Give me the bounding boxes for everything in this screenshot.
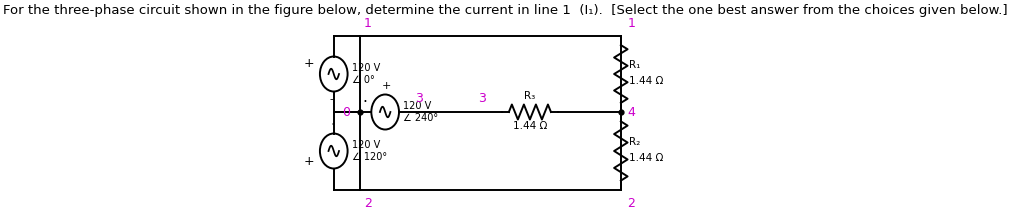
Text: 120 V: 120 V xyxy=(403,101,431,111)
Text: 120 V: 120 V xyxy=(351,140,380,150)
Text: +: + xyxy=(382,80,391,90)
Text: R₃: R₃ xyxy=(524,91,536,101)
Text: 2: 2 xyxy=(364,197,372,210)
Text: 120 V: 120 V xyxy=(351,63,380,73)
Text: ∠ 120°: ∠ 120° xyxy=(351,152,387,162)
Text: For the three-phase circuit shown in the figure below, determine the current in : For the three-phase circuit shown in the… xyxy=(3,4,1008,17)
Text: 2: 2 xyxy=(627,197,635,210)
Text: 4: 4 xyxy=(627,106,635,119)
Text: ·: · xyxy=(362,95,368,110)
Text: 1: 1 xyxy=(627,17,635,30)
Text: ∠ 240°: ∠ 240° xyxy=(403,113,438,123)
Text: ∠ 0°: ∠ 0° xyxy=(351,75,375,85)
Text: 1.44 Ω: 1.44 Ω xyxy=(629,153,664,163)
Text: 3: 3 xyxy=(478,92,486,105)
Text: 0: 0 xyxy=(342,106,350,119)
Text: 1.44 Ω: 1.44 Ω xyxy=(513,121,547,131)
Text: R₁: R₁ xyxy=(629,60,640,70)
Text: –: – xyxy=(330,94,335,104)
Text: 1.44 Ω: 1.44 Ω xyxy=(629,76,664,86)
Text: R₂: R₂ xyxy=(629,137,640,147)
Text: +: + xyxy=(304,57,314,70)
Text: 3: 3 xyxy=(416,92,423,105)
Text: +: + xyxy=(304,155,314,168)
Text: 1: 1 xyxy=(364,17,372,30)
Text: ·: · xyxy=(330,118,335,133)
